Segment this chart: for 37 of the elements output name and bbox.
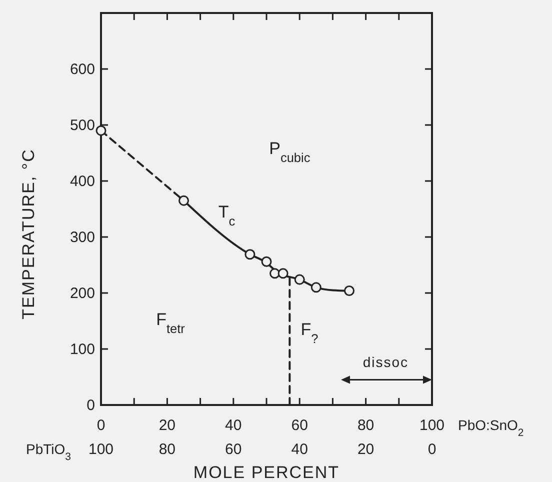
y-tick-label: 300	[70, 229, 95, 246]
x2-tick-label: 20	[357, 441, 374, 458]
point	[310, 282, 322, 293]
y-tick-label: 200	[70, 285, 95, 302]
x2-axis-title: PbTiO$_{3}$	[26, 441, 72, 463]
point	[294, 274, 305, 285]
y-tick-label: 100	[70, 341, 95, 358]
x-tick-label: 20	[158, 417, 176, 434]
annotation: P$_{cubic}$	[269, 139, 311, 165]
point	[278, 268, 288, 279]
point	[96, 125, 106, 136]
y-tick-label: 600	[70, 61, 95, 78]
x2-tick-label: 100	[88, 441, 114, 458]
y-tick-label: 500	[70, 117, 95, 134]
point	[261, 256, 272, 267]
annotation: dissoc	[362, 354, 409, 370]
annotation: F$_{tetr}$	[156, 310, 186, 336]
point	[270, 268, 280, 279]
x2-tick-label: 40	[291, 441, 308, 458]
point	[344, 286, 354, 296]
x-tick-label: 60	[291, 417, 308, 434]
x2-tick-label: 80	[158, 441, 176, 458]
text: PbO:SnO$_{2}$	[458, 417, 524, 439]
x2-tick-label: 0	[428, 441, 436, 458]
y-tick-label: 0	[86, 397, 95, 414]
annotation: F$_{?}$	[300, 320, 318, 346]
x-tick-label: 40	[225, 417, 242, 434]
y-tick-label: 400	[70, 173, 95, 190]
point	[178, 195, 189, 206]
annotation: T$_{c}$	[218, 202, 236, 228]
y-axis-title: TEMPERATURE, °C	[19, 148, 38, 320]
x-axis-title: MOLE PERCENT	[193, 463, 340, 482]
x-tick-label: 0	[96, 417, 106, 434]
x2-tick-label: 60	[225, 441, 242, 458]
x-tick-label: 100	[419, 417, 445, 434]
point	[244, 249, 256, 260]
x-tick-label: 80	[357, 417, 374, 434]
